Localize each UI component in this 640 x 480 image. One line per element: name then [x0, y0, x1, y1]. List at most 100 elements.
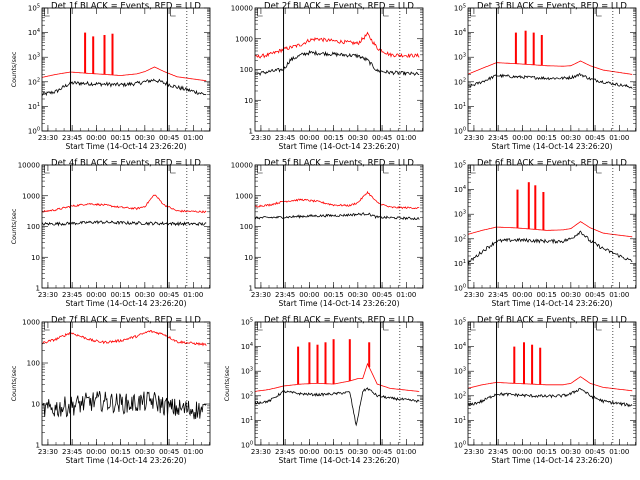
x-tick-label: 01:00	[609, 291, 629, 299]
x-tick-label: 01:00	[609, 134, 629, 142]
x-tick-label: 00:00	[299, 291, 319, 299]
y-tick-label: 105	[241, 318, 253, 327]
series-line-events	[42, 78, 207, 97]
chart-panel-4: Det 4f BLACK = Events, RED = LLD 1 10 100 10…	[10, 159, 211, 308]
x-axis-label: Start Time (14-Oct-14 23:26:20)	[65, 142, 186, 151]
chart-panel-9: Det 9f BLACK = Events, RED = LLD 100 101 10…	[454, 316, 637, 465]
series-line-lld	[255, 31, 420, 59]
bracket-marker	[596, 322, 602, 331]
series-line-events	[42, 391, 207, 420]
x-tick-label: 01:00	[183, 448, 203, 456]
x-tick-label: 00:30	[561, 448, 581, 456]
series-line-lld	[255, 190, 420, 210]
plot-area	[42, 194, 207, 227]
y-tick-label: 10	[31, 401, 40, 409]
y-tick-label: 100	[27, 360, 40, 368]
spike-mark	[516, 189, 519, 228]
spike-mark	[524, 30, 527, 65]
plot-area	[42, 330, 207, 420]
y-tick-label: 105	[454, 161, 466, 170]
chart-title: Det 5f BLACK = Events, RED = LLD	[264, 159, 414, 169]
y-tick-label: 104	[454, 28, 466, 37]
x-tick-label: 23:45	[62, 134, 82, 142]
x-tick-label: 23:30	[464, 448, 484, 456]
series-line-lld	[42, 66, 207, 82]
spike-mark	[523, 342, 525, 384]
y-tick-label: 1000	[22, 192, 40, 200]
x-tick-label: 01:00	[396, 291, 416, 299]
series-line-lld	[42, 194, 207, 214]
plot-frame	[41, 321, 211, 446]
x-tick-label: 01:00	[183, 291, 203, 299]
chart-panel-6: Det 6f BLACK = Events, RED = LLD 100 101 10…	[454, 159, 637, 308]
x-tick-label: 00:15	[324, 291, 344, 299]
chart-panel-2: Det 2f BLACK = Events, RED = LLD 1 10 100 10…	[231, 2, 424, 151]
series-line-events	[255, 387, 420, 427]
x-tick-label: 23:45	[62, 448, 82, 456]
x-tick-label: 01:00	[183, 134, 203, 142]
series-line-lld	[468, 221, 633, 238]
x-tick-label: 00:00	[512, 448, 532, 456]
y-tick-label: 102	[28, 77, 40, 86]
x-tick-label: 00:00	[86, 134, 106, 142]
x-tick-label: 23:30	[464, 134, 484, 142]
x-tick-label: 00:15	[537, 448, 557, 456]
chart-panel-5: Det 5f BLACK = Events, RED = LLD 1 10 100 10…	[231, 159, 424, 308]
y-tick-label: 101	[454, 102, 466, 111]
bracket-marker	[596, 8, 602, 17]
y-tick-label: 1000	[22, 319, 40, 327]
chart-title: Det 4f BLACK = Events, RED = LLD	[51, 159, 201, 169]
x-tick-label: 00:45	[585, 134, 605, 142]
plot-frame	[41, 164, 211, 289]
y-tick-label: 1000	[235, 35, 253, 43]
x-tick-label: 00:00	[86, 291, 106, 299]
y-tick-label: 102	[454, 234, 466, 243]
chart-title: Det 6f BLACK = Events, RED = LLD	[477, 159, 627, 169]
bracket-marker	[44, 322, 50, 331]
x-tick-label: 23:45	[275, 291, 295, 299]
bracket-marker	[383, 165, 389, 174]
bracket-marker	[170, 8, 176, 17]
x-tick-label: 23:45	[62, 291, 82, 299]
plot-area	[468, 182, 633, 266]
spike-mark	[542, 192, 545, 231]
x-tick-label: 00:30	[561, 291, 581, 299]
x-tick-label: 00:00	[512, 134, 532, 142]
spike-mark	[539, 347, 542, 385]
x-tick-label: 23:30	[38, 134, 58, 142]
x-tick-label: 23:30	[251, 448, 271, 456]
chart-panel-3: Det 3f BLACK = Events, RED = LLD 100 101 10…	[454, 2, 637, 151]
chart-title: Det 3f BLACK = Events, RED = LLD	[477, 2, 627, 12]
x-tick-label: 23:45	[275, 448, 295, 456]
x-axis-label: Start Time (14-Oct-14 23:26:20)	[65, 299, 186, 308]
y-tick-label: 10	[244, 254, 253, 262]
y-tick-label: 105	[454, 4, 466, 13]
y-tick-label: 101	[241, 416, 253, 425]
y-axis-label: Counts/sec	[223, 365, 231, 401]
x-tick-label: 01:00	[396, 448, 416, 456]
chart-panel-7: Det 7f BLACK = Events, RED = LLD 1 10 100 10…	[10, 316, 211, 465]
plot-area	[42, 32, 207, 97]
y-tick-label: 102	[454, 391, 466, 400]
x-tick-label: 01:00	[396, 134, 416, 142]
plot-frame	[467, 321, 637, 446]
y-tick-label: 101	[454, 416, 466, 425]
spike-mark	[84, 32, 87, 74]
x-tick-label: 23:30	[251, 134, 271, 142]
y-tick-label: 101	[454, 259, 466, 268]
chart-title: Det 8f BLACK = Events, RED = LLD	[264, 316, 414, 326]
y-tick-label: 105	[454, 318, 466, 327]
y-tick-label: 1	[36, 285, 40, 293]
x-tick-label: 00:15	[537, 291, 557, 299]
bracket-marker	[257, 8, 263, 17]
x-tick-label: 00:45	[372, 291, 392, 299]
plot-area	[255, 339, 420, 427]
y-tick-label: 100	[454, 441, 466, 450]
y-axis-label: Counts/sec	[10, 365, 18, 401]
spike-mark	[111, 33, 114, 75]
plot-area	[468, 342, 633, 408]
bracket-marker	[470, 165, 476, 174]
x-tick-label: 00:30	[135, 134, 155, 142]
y-tick-label: 100	[27, 223, 40, 231]
y-tick-label: 1	[36, 442, 40, 450]
